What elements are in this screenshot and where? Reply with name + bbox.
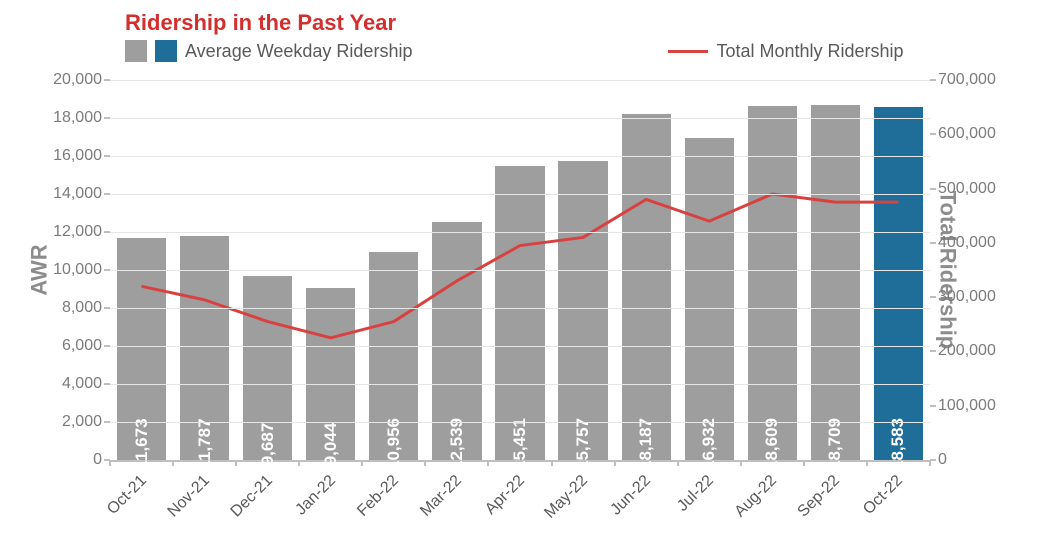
x-axis-label: May-22: [541, 472, 591, 522]
legend-line-label: Total Monthly Ridership: [716, 41, 903, 62]
y-left-tick-label: 10,000: [42, 261, 110, 279]
y-right-tick-label: 200,000: [930, 342, 1008, 360]
legend-bar-gray-swatch: [125, 40, 147, 62]
y-left-tick-label: 4,000: [42, 375, 110, 393]
y-right-tick-label: 300,000: [930, 288, 1008, 306]
x-axis-label: Mar-22: [417, 472, 466, 521]
x-axis-label: Oct-22: [861, 472, 908, 519]
gridline: [110, 270, 930, 271]
y-right-tick-label: 600,000: [930, 125, 1008, 143]
x-axis-label: Aug-22: [732, 472, 781, 521]
x-axis-label: Apr-22: [482, 472, 529, 519]
gridline: [110, 422, 930, 423]
chart-legend: Average Weekday Ridership Total Monthly …: [125, 40, 904, 62]
y-right-tick-label: 400,000: [930, 234, 1008, 252]
y-left-tick-label: 8,000: [42, 299, 110, 317]
y-left-tick-label: 18,000: [42, 109, 110, 127]
y-right-tick-label: 700,000: [930, 71, 1008, 89]
y-right-tick-label: 100,000: [930, 397, 1008, 415]
x-axis-label: Jul-22: [674, 472, 718, 516]
x-axis-label: Feb-22: [354, 472, 403, 521]
gridline: [110, 194, 930, 195]
legend-bar-blue-swatch: [155, 40, 177, 62]
trend-line: [142, 194, 899, 338]
x-axis-label: Jun-22: [608, 472, 655, 519]
x-axis-labels: Oct-21Nov-21Dec-21Jan-22Feb-22Mar-22Apr-…: [110, 462, 930, 542]
legend-line-swatch: [668, 50, 708, 53]
y-left-tick-label: 14,000: [42, 185, 110, 203]
y-left-tick-label: 0: [42, 451, 110, 469]
gridline: [110, 308, 930, 309]
x-axis-label: Oct-21: [104, 472, 151, 519]
y-left-tick-label: 16,000: [42, 147, 110, 165]
x-axis-label: Nov-21: [164, 472, 213, 521]
ridership-chart: Ridership in the Past Year Average Weekd…: [0, 0, 1040, 549]
y-left-tick-label: 20,000: [42, 71, 110, 89]
y-axis-right-title: Total Ridership: [934, 191, 960, 350]
x-axis-label: Dec-21: [227, 472, 276, 521]
y-left-tick-label: 2,000: [42, 413, 110, 431]
y-left-tick-label: 12,000: [42, 223, 110, 241]
gridline: [110, 156, 930, 157]
chart-title: Ridership in the Past Year: [125, 10, 396, 36]
gridline: [110, 232, 930, 233]
gridline: [110, 118, 930, 119]
gridline: [110, 346, 930, 347]
plot-area: 11,67311,7879,6879,04410,95612,53915,451…: [110, 80, 930, 462]
x-axis-label: Sep-22: [795, 472, 844, 521]
y-right-tick-label: 500,000: [930, 180, 1008, 198]
gridline: [110, 384, 930, 385]
y-left-tick-label: 6,000: [42, 337, 110, 355]
y-right-tick-label: 0: [930, 451, 1008, 469]
x-axis-label: Jan-22: [292, 472, 339, 519]
legend-bar-label: Average Weekday Ridership: [185, 41, 412, 62]
gridline: [110, 80, 930, 81]
